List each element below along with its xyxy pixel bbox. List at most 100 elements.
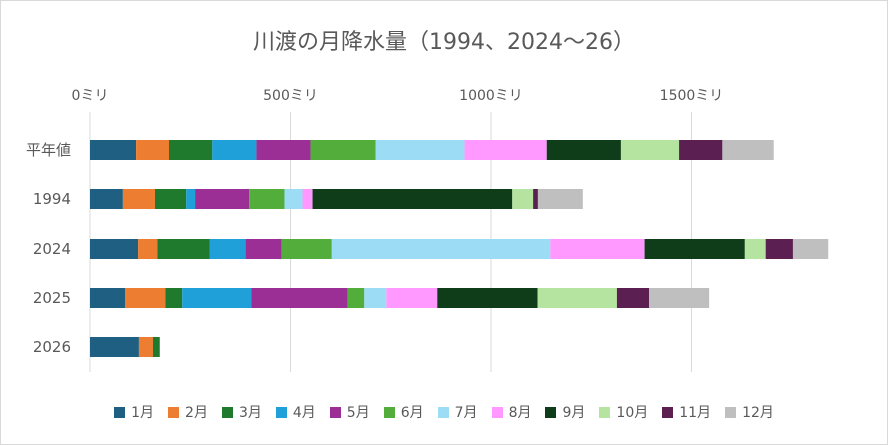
legend-item: 10月 xyxy=(599,402,648,422)
bar-segment xyxy=(90,288,126,308)
legend: 1月 2月 3月 4月 5月 6月 7月 8月 9月 10月 11月 12月 xyxy=(0,402,888,422)
bar-segment xyxy=(90,189,123,209)
bar-segment xyxy=(195,189,250,209)
legend-swatch xyxy=(491,406,503,418)
bar-segment xyxy=(281,239,332,259)
bar-segment xyxy=(249,189,285,209)
bar-segment xyxy=(546,140,621,160)
x-tick-label: 1500ミリ xyxy=(660,88,724,104)
x-tick-label: 0ミリ xyxy=(72,88,109,104)
bar-segment xyxy=(347,288,365,308)
bar-segment xyxy=(122,189,155,209)
bar-segment xyxy=(312,189,513,209)
legend-label: 12月 xyxy=(742,405,774,421)
bar-segment xyxy=(533,189,538,209)
bar-segment xyxy=(310,140,376,160)
bar-segment xyxy=(537,288,617,308)
bar-segment xyxy=(251,288,348,308)
legend-swatch xyxy=(599,406,611,418)
bar-segment xyxy=(375,140,465,160)
bar-segment xyxy=(792,239,829,259)
chart-title: 川渡の月降水量（1994、2024～26） xyxy=(253,30,635,55)
legend-item: 5月 xyxy=(329,402,370,422)
category-label: 2024 xyxy=(33,240,71,258)
legend-swatch xyxy=(545,406,557,418)
legend-label: 10月 xyxy=(616,405,649,421)
bar-segment xyxy=(182,288,252,308)
legend-item: 2月 xyxy=(168,402,208,422)
bar-segment xyxy=(157,239,210,259)
bar-segment xyxy=(537,189,583,209)
legend-swatch xyxy=(662,406,674,418)
legend-item: 7月 xyxy=(437,402,478,422)
bar-segment xyxy=(765,239,793,259)
bar-segment xyxy=(464,140,547,160)
legend-swatch xyxy=(114,406,126,418)
bar-segment xyxy=(364,288,387,308)
legend-label: 3月 xyxy=(238,405,262,421)
bar-segment xyxy=(744,239,766,259)
legend-swatch xyxy=(437,406,449,418)
bar-segment xyxy=(256,140,311,160)
bar-segment xyxy=(168,140,213,160)
legend-label: 1月 xyxy=(131,405,155,421)
bar-segment xyxy=(679,140,723,160)
legend-swatch xyxy=(221,406,233,418)
legend-label: 4月 xyxy=(292,405,316,421)
bar-segment xyxy=(616,288,649,308)
legend-label: 7月 xyxy=(454,405,478,421)
bar-segment xyxy=(512,189,534,209)
bar-segment xyxy=(125,288,166,308)
x-tick-label: 1000ミリ xyxy=(459,88,523,104)
bar-segment xyxy=(437,288,538,308)
legend-swatch xyxy=(168,406,180,418)
legend-label: 5月 xyxy=(346,405,370,421)
legend-item: 8月 xyxy=(491,402,532,422)
legend-swatch xyxy=(275,406,287,418)
bar-segment xyxy=(212,140,257,160)
bar-segment xyxy=(302,189,313,209)
legend-swatch xyxy=(383,406,395,418)
legend-item: 6月 xyxy=(383,402,424,422)
category-label: 2025 xyxy=(33,289,71,307)
bar-segment xyxy=(90,239,139,259)
bar-segment xyxy=(165,288,183,308)
legend-item: 4月 xyxy=(275,402,316,422)
category-label: 平年値 xyxy=(26,141,71,159)
bar-segment xyxy=(620,140,680,160)
bar-segment xyxy=(209,239,246,259)
bar-segment xyxy=(186,189,196,209)
legend-swatch xyxy=(329,406,341,418)
bar-segment xyxy=(138,239,158,259)
legend-label: 2月 xyxy=(185,405,208,421)
category-label: 2026 xyxy=(33,338,71,356)
bar-segment xyxy=(648,288,710,308)
bar-segment xyxy=(138,337,153,357)
legend-label: 8月 xyxy=(508,405,532,421)
bar-segment xyxy=(90,337,139,357)
legend-item: 12月 xyxy=(725,402,774,422)
legend-item: 11月 xyxy=(662,402,711,422)
legend-label: 9月 xyxy=(562,405,586,421)
bar-segment xyxy=(331,239,551,259)
legend-label: 6月 xyxy=(400,405,424,421)
bar-segment xyxy=(154,189,187,209)
bar-segment xyxy=(550,239,645,259)
x-tick-label: 500ミリ xyxy=(263,88,318,104)
legend-item: 1月 xyxy=(114,402,154,422)
bar-segment xyxy=(152,337,160,357)
legend-item: 9月 xyxy=(545,402,585,422)
legend-label: 11月 xyxy=(679,405,712,421)
bar-segment xyxy=(245,239,282,259)
bar-segment xyxy=(722,140,774,160)
bar-segment xyxy=(386,288,438,308)
bar-segment xyxy=(136,140,169,160)
category-label: 1994 xyxy=(33,190,71,208)
bar-segment xyxy=(284,189,303,209)
bar-segment xyxy=(90,140,137,160)
bar-segment xyxy=(644,239,745,259)
legend-swatch xyxy=(725,406,737,418)
legend-item: 3月 xyxy=(221,402,262,422)
